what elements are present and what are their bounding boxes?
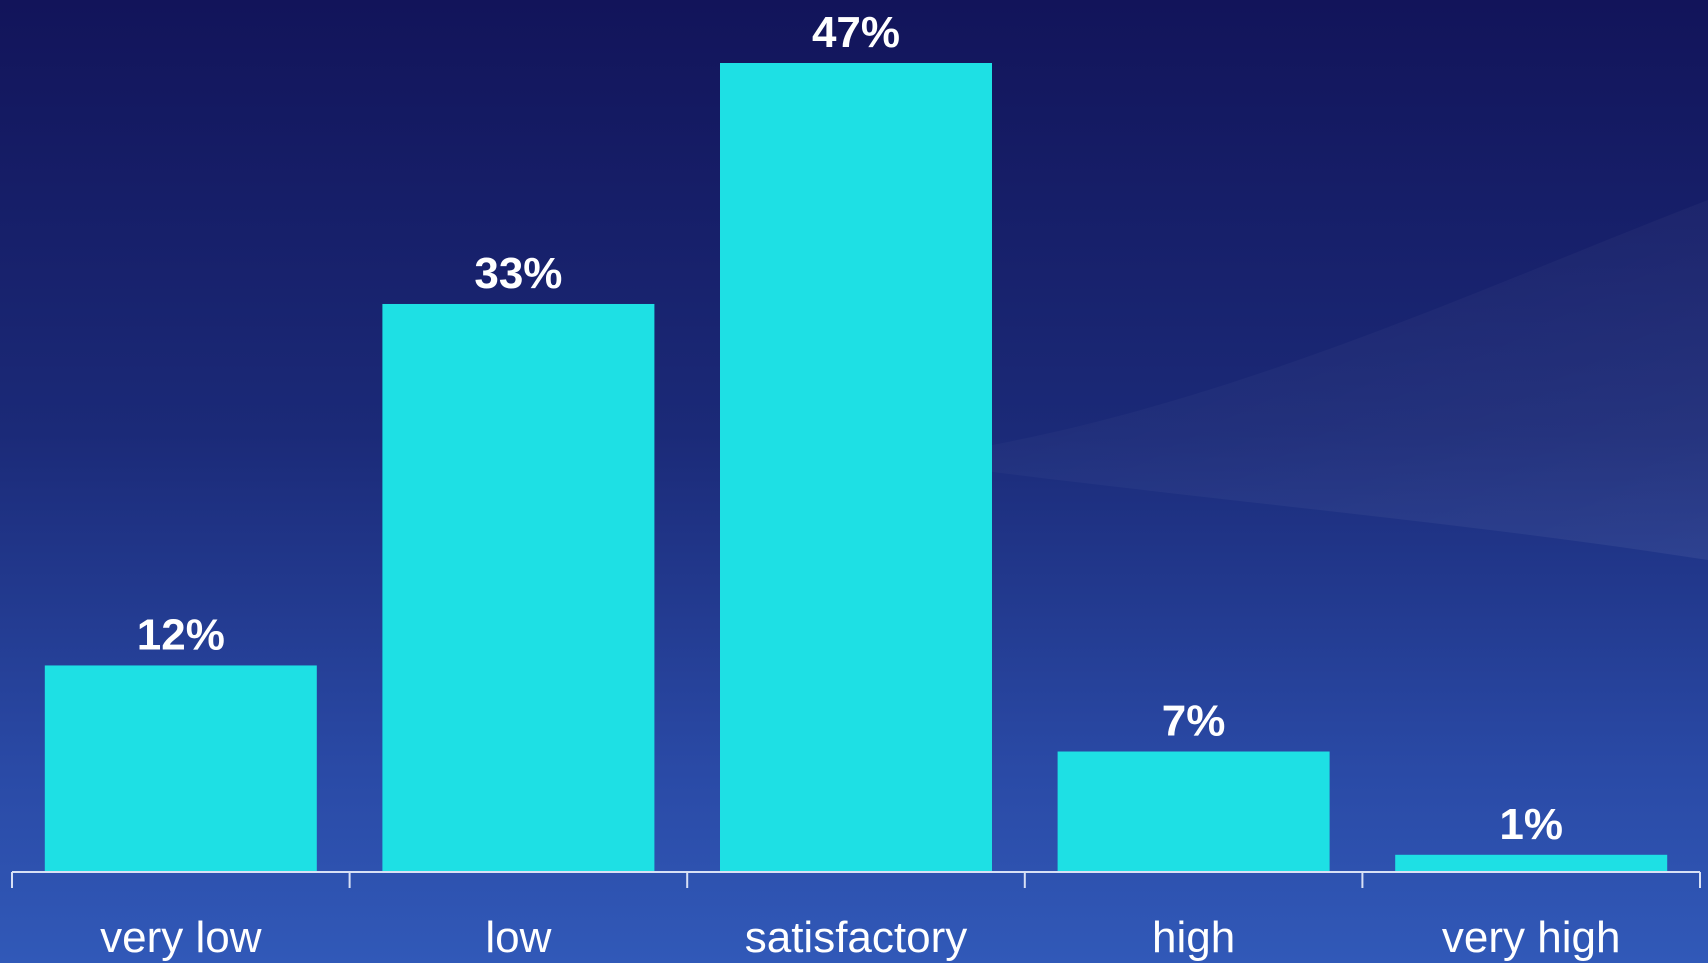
bar-low [382,303,655,872]
bars-group [44,63,1668,872]
data-label-very-low: 12% [137,610,225,659]
data-label-satisfactory: 47% [812,8,900,57]
data-label-high: 7% [1162,697,1226,746]
tick-label-very-high: very high [1442,913,1621,962]
tick-label-low: low [485,913,551,962]
decorative-wave [900,200,1708,560]
data-labels-group: 12% 33% 47% 7% 1% [137,8,1563,849]
tick-label-high: high [1152,913,1235,962]
bar-very-high [1395,854,1668,872]
data-label-very-high: 1% [1499,800,1563,849]
bar-satisfactory [720,63,992,872]
category-labels-group: very low low satisfactory high very high [100,913,1620,962]
bar-high [1057,751,1330,872]
x-axis [11,871,1701,888]
bar-very-low [44,665,317,872]
data-label-low: 33% [474,249,562,298]
tick-label-very-low: very low [100,913,262,962]
tick-label-satisfactory: satisfactory [745,913,968,962]
